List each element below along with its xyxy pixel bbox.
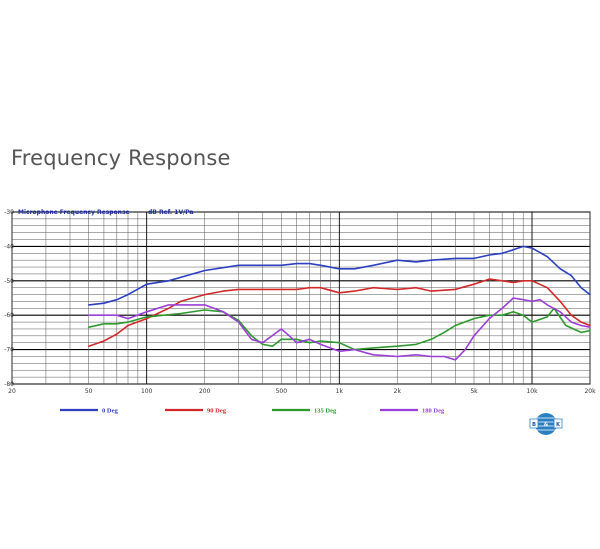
series-layer <box>87 245 591 361</box>
y-tick-label: -60 <box>4 312 14 319</box>
x-tick-label: 5k <box>470 388 478 395</box>
logo-letter-k: K <box>556 422 561 428</box>
x-tick-label: 20 <box>8 388 16 395</box>
x-tick-label: 50 <box>85 388 93 395</box>
x-tick-label: 1k <box>336 388 344 395</box>
legend-label: 0 Deg <box>102 407 118 414</box>
plot-area <box>11 211 591 385</box>
series-line-3 <box>87 297 591 361</box>
frequency-response-chart: 20 50 100 200 500 1k 2k 5k 10k 20k -30 -40 -50 -60 -70… <box>0 198 600 438</box>
series-line-0 <box>87 245 591 306</box>
y-tick-label: -80 <box>4 381 14 388</box>
x-tick-label: 2k <box>394 388 402 395</box>
legend: 0 Deg 90 Deg 135 Deg 180 Deg <box>60 407 445 414</box>
x-tick-label: 10k <box>526 388 538 395</box>
legend-item-1: 90 Deg <box>165 407 227 414</box>
bk-logo: B & K <box>529 413 563 435</box>
legend-label: 180 Deg <box>422 407 445 414</box>
logo-letter-amp: & <box>544 422 549 428</box>
y-tick-label: -70 <box>4 347 14 354</box>
x-tick-label: 500 <box>276 388 288 395</box>
page-title: Frequency Response <box>11 146 231 170</box>
legend-item-2: 135 Deg <box>272 407 337 414</box>
y-tick-label: -30 <box>4 209 14 216</box>
x-tick-label: 200 <box>199 388 211 395</box>
legend-label: 90 Deg <box>207 407 227 414</box>
series-line-1 <box>87 278 591 347</box>
y-tick-label: -50 <box>4 278 14 285</box>
reference-label: dB Ref. 1V/Pa <box>148 209 194 216</box>
x-tick-label: 100 <box>141 388 153 395</box>
axis-labels: 20 50 100 200 500 1k 2k 5k 10k 20k -30 -40 -50 -60 -70… <box>4 209 596 395</box>
chart-title: Microphone Frequency Response <box>18 209 130 216</box>
x-tick-label: 20k <box>584 388 596 395</box>
y-tick-label: -40 <box>4 243 14 250</box>
legend-item-0: 0 Deg <box>60 407 118 414</box>
legend-item-3: 180 Deg <box>380 407 445 414</box>
legend-label: 135 Deg <box>314 407 337 414</box>
logo-letter-b: B <box>532 422 536 428</box>
